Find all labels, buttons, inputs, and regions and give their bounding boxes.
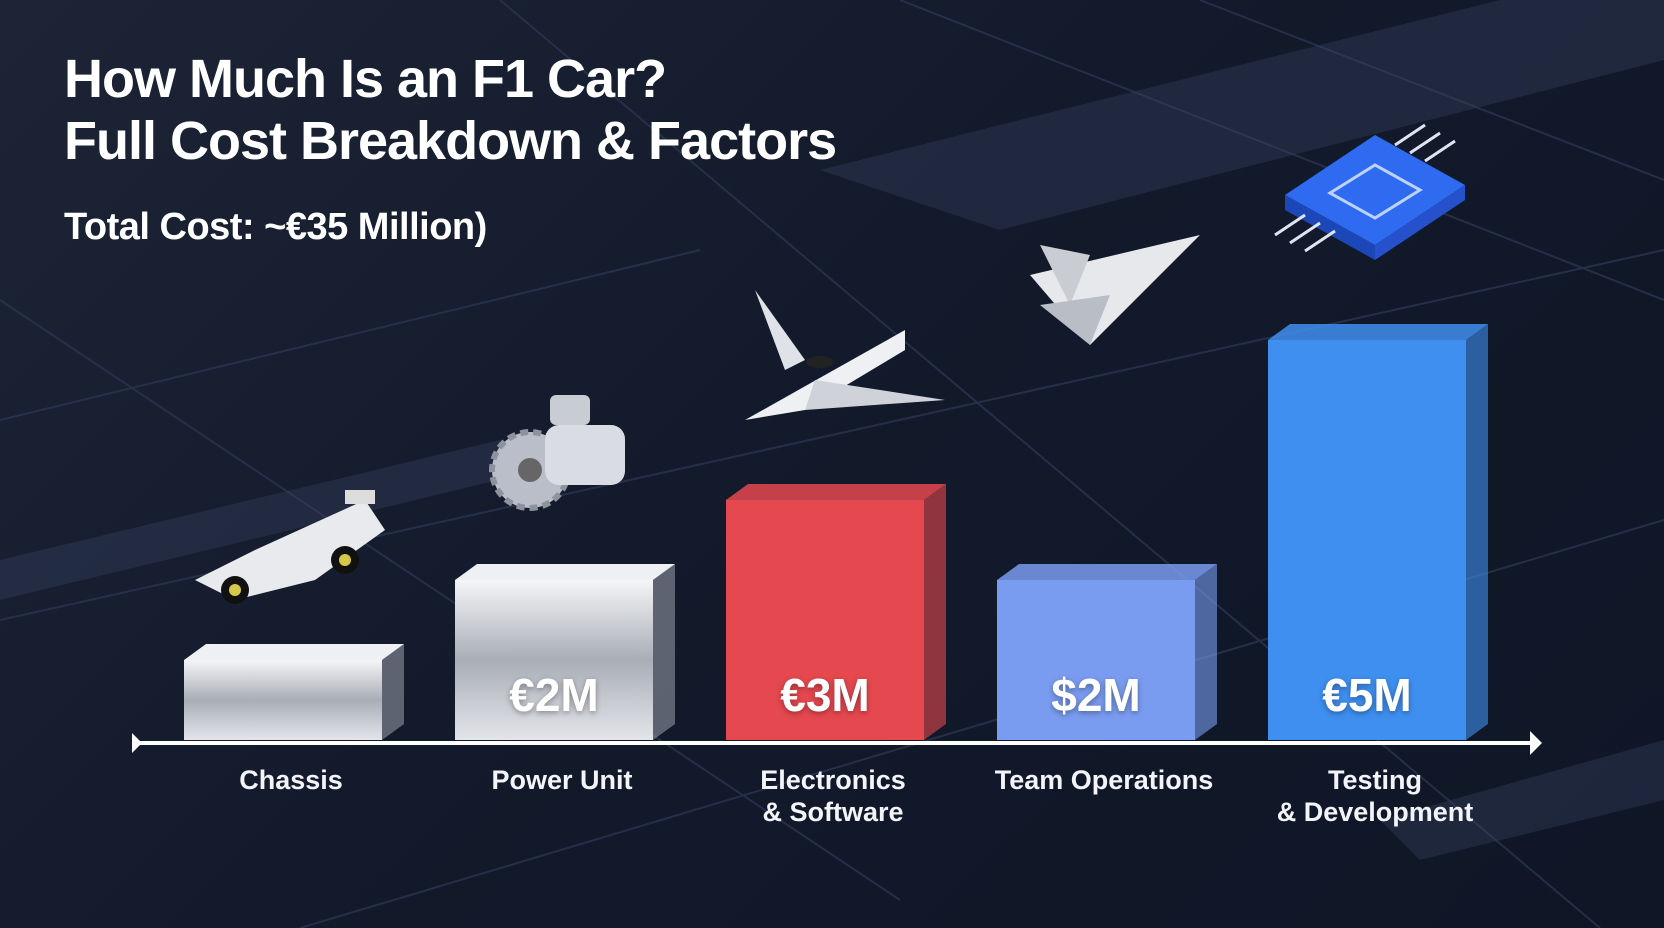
bar-top [455, 564, 675, 580]
chart-subtitle: Total Cost: ~€35 Million) [64, 206, 487, 248]
chip-icon [1274, 123, 1465, 260]
chart-title: How Much Is an F1 Car? Full Cost Breakdo… [64, 49, 837, 171]
bar-side [653, 564, 675, 740]
bar [455, 580, 653, 740]
bar-top [184, 644, 404, 660]
x-tick-label: Power Unit [491, 765, 633, 795]
x-tick-label: Testing & Development [1276, 765, 1474, 827]
bar-top [1268, 324, 1488, 340]
value-label: €5M [1322, 669, 1412, 721]
axis-arrow-start [132, 733, 142, 753]
bar-top [726, 484, 946, 500]
bar [997, 580, 1195, 740]
x-tick-label: Electronics & Software [760, 765, 906, 827]
bar-side [1466, 324, 1488, 740]
value-label: €3M [780, 669, 870, 721]
bar-side [1195, 564, 1217, 740]
car-icon [195, 490, 385, 604]
plane-icon [745, 290, 945, 420]
value-label: $2M [1051, 669, 1141, 721]
x-tick-label: Chassis [239, 765, 343, 795]
bar-side [924, 484, 946, 740]
bar [184, 660, 382, 740]
engine-icon [489, 395, 625, 511]
bar [1268, 340, 1466, 740]
value-label: €2M [509, 669, 599, 721]
wing-icon [1030, 235, 1200, 345]
axis-arrow [1530, 731, 1542, 755]
bar [726, 500, 924, 740]
bar-side [382, 644, 404, 740]
x-tick-label: Team Operations [994, 765, 1214, 795]
bar-top [997, 564, 1217, 580]
background-glow [0, 0, 1664, 860]
